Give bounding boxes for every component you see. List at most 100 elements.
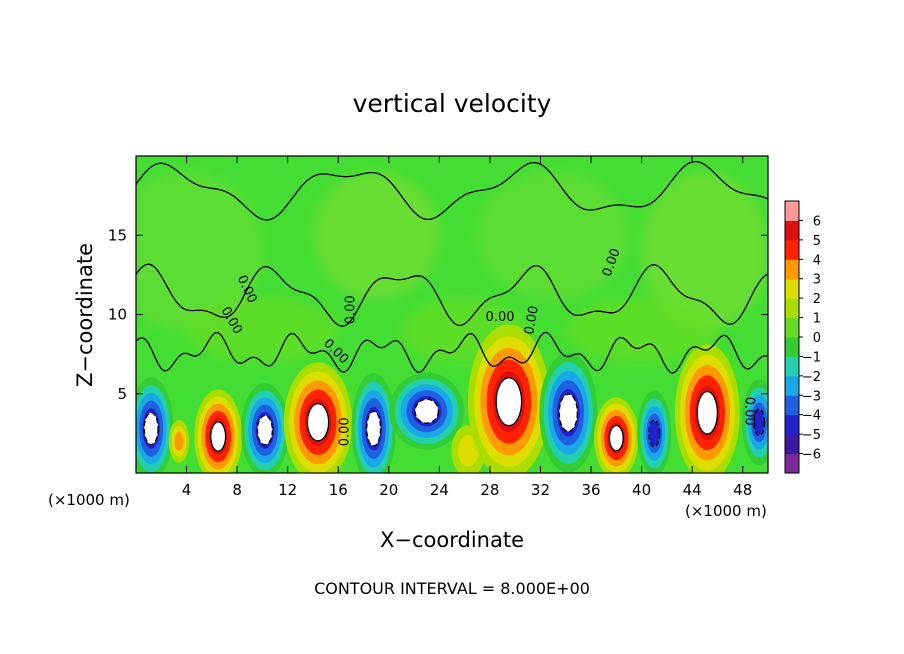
velocity-cell (539, 352, 598, 473)
colorbar: −6 −5 −4 −3 −2 −1 0 1 2 3 4 5 6 (784, 200, 821, 474)
y-axis-label: Z−coordinate (73, 243, 97, 387)
velocity-cell (283, 362, 353, 473)
contour-label: 0.00 (522, 305, 542, 336)
colorbar-band (785, 298, 799, 319)
velocity-band (457, 435, 479, 467)
x-tick-label: 48 (733, 481, 752, 499)
cell-core (307, 403, 329, 441)
cell-core (366, 411, 381, 446)
x-axis: 4 8 12 16 20 24 28 32 36 40 44 48 (182, 156, 752, 499)
cell-core (415, 399, 439, 424)
cell-contour (753, 408, 766, 437)
colorbar-band (785, 201, 799, 221)
background-wash (312, 171, 440, 299)
cell-core (144, 412, 159, 445)
colorbar-label: 6 (813, 214, 821, 229)
cell-core (496, 377, 522, 426)
zero-contour (136, 263, 768, 327)
x-tick-label: 36 (581, 481, 600, 499)
colorbar-label: 3 (813, 273, 821, 288)
chart-title: vertical velocity (353, 89, 552, 118)
colorbar-band (785, 317, 799, 338)
colorbar-band (785, 395, 799, 416)
y-tick-label: 10 (108, 306, 127, 324)
colorbar-band (785, 259, 799, 280)
cell-core (210, 421, 226, 452)
velocity-band (754, 410, 765, 435)
cell-core (609, 425, 624, 451)
x-axis-unit-left: (×1000 m) (48, 491, 130, 509)
colorbar-label: −4 (802, 409, 821, 424)
x-tick-label: 4 (182, 481, 192, 499)
cell-contour (608, 424, 624, 452)
cell-contour (696, 390, 719, 435)
colorbar-label: −2 (802, 370, 821, 385)
velocity-cell (168, 419, 190, 463)
y-tick-label: 15 (108, 226, 127, 244)
velocity-cell (351, 373, 396, 473)
velocity-cell (194, 389, 243, 473)
x-tick-label: 12 (278, 481, 297, 499)
velocity-cell (594, 397, 639, 473)
contour-label: 0.00 (486, 310, 515, 325)
cell-contour (256, 414, 274, 446)
velocity-cell (637, 390, 672, 473)
contour-interval-note: CONTOUR INTERVAL = 8.000E+00 (314, 579, 590, 598)
contour-label: 0.00 (344, 295, 359, 324)
cell-contour (558, 393, 578, 433)
colorbar-label: −3 (802, 389, 821, 404)
colorbar-label: 0 (813, 331, 821, 346)
colorbar-label: 2 (813, 292, 821, 307)
background-wash (565, 298, 718, 363)
x-tick-label: 16 (329, 481, 348, 499)
cell-contour (495, 377, 523, 427)
y-tick-label: 5 (117, 385, 127, 403)
colorbar-band (785, 414, 799, 435)
cell-contour (210, 421, 227, 452)
colorbar-band (785, 220, 799, 241)
x-axis-unit-right: (×1000 m) (685, 502, 767, 520)
velocity-cell (389, 372, 465, 450)
zero-contour (136, 160, 768, 221)
x-tick-label: 24 (430, 481, 449, 499)
colorbar-band (785, 337, 799, 357)
cell-core (697, 391, 718, 435)
velocity-band (174, 431, 184, 451)
x-tick-label: 32 (531, 481, 550, 499)
colorbar-band (785, 356, 799, 377)
colorbar-label: 4 (813, 253, 821, 268)
cell-core (257, 415, 273, 445)
contour-label: 0.00 (337, 417, 352, 446)
x-tick-label: 40 (632, 481, 651, 499)
zero-contour (136, 331, 768, 374)
background-wash (477, 171, 629, 299)
y-axis: 5 10 15 (108, 226, 768, 403)
colorbar-label: 1 (813, 312, 821, 327)
background-wash (641, 171, 768, 331)
colorbar-label: −1 (802, 350, 821, 365)
colorbar-label: −5 (802, 428, 821, 443)
x-tick-label: 44 (683, 481, 702, 499)
velocity-cell (674, 344, 740, 473)
x-tick-label: 8 (232, 481, 242, 499)
colorbar-band (785, 239, 799, 260)
colorbar-band (785, 453, 799, 474)
velocity-field: 0.000.00 0.000.000.000.000.000.000.00 (136, 160, 768, 473)
cell-contour (414, 398, 440, 424)
velocity-cell (241, 383, 289, 473)
cell-contour (143, 411, 159, 446)
x-tick-label: 20 (379, 481, 398, 499)
colorbar-band (785, 278, 799, 299)
x-axis-label: X−coordinate (380, 528, 524, 552)
velocity-cell (136, 377, 174, 473)
colorbar-band (785, 434, 799, 455)
colorbar-label: −6 (802, 448, 821, 463)
x-tick-label: 28 (480, 481, 499, 499)
cell-contour (648, 419, 661, 448)
colorbar-band (785, 375, 799, 396)
velocity-band (649, 421, 660, 446)
colorbar-label: 5 (813, 234, 821, 249)
cell-contour (366, 410, 382, 447)
cell-contour (306, 402, 330, 442)
